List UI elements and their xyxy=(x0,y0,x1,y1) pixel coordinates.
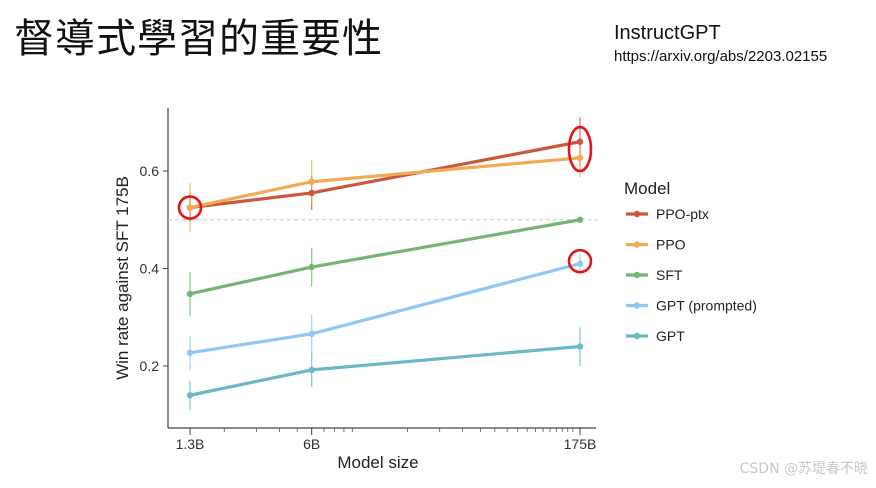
data-point-gpt-prompted xyxy=(186,349,194,357)
legend-label-ppo-ptx: PPO-ptx xyxy=(656,206,709,222)
legend-marker-ppo-ptx xyxy=(633,210,641,218)
reference-block: InstructGPT https://arxiv.org/abs/2203.0… xyxy=(614,20,827,68)
legend-title: Model xyxy=(624,179,670,198)
data-point-gpt xyxy=(308,366,315,374)
series-line-sft xyxy=(189,218,581,296)
highlight-circle xyxy=(567,248,593,274)
data-point-ppo xyxy=(186,204,194,211)
series-points xyxy=(186,138,584,399)
legend-marker-gpt-prompted xyxy=(633,302,641,309)
reference-title: InstructGPT xyxy=(614,22,721,44)
data-point-gpt xyxy=(576,343,584,350)
y-tick-label: 0.2 xyxy=(140,358,160,374)
data-point-ppo-ptx xyxy=(308,189,315,197)
data-point-ppo xyxy=(308,178,315,185)
y-tick-label: 0.6 xyxy=(140,163,160,179)
data-point-sft xyxy=(576,216,584,223)
data-point-gpt xyxy=(186,392,194,399)
data-point-sft xyxy=(308,263,315,271)
series-line-gpt-prompted xyxy=(189,262,581,355)
legend-marker-sft xyxy=(633,271,641,279)
legend-label-gpt: GPT xyxy=(656,328,685,344)
x-axis-label: Model size xyxy=(337,453,418,472)
highlight-circles xyxy=(177,125,593,274)
legend-label-sft: SFT xyxy=(656,267,683,283)
data-point-ppo-ptx xyxy=(576,138,584,145)
legend-label-ppo: PPO xyxy=(656,237,686,253)
highlight-circle xyxy=(177,195,203,220)
series-lines xyxy=(189,140,581,397)
legend-marker-gpt xyxy=(633,332,641,340)
data-point-ppo xyxy=(576,154,584,162)
reference-url[interactable]: https://arxiv.org/abs/2203.02155 xyxy=(614,48,828,65)
data-point-gpt-prompted xyxy=(576,260,584,267)
y-axis-label: Win rate against SFT 175B xyxy=(113,176,132,380)
data-point-sft xyxy=(186,290,194,298)
legend: Model PPO-ptx PPO SFT GPT (prompted) GPT xyxy=(624,179,757,344)
watermark: CSDN @苏堤春不晓 xyxy=(739,461,868,477)
x-tick-label: 1.3B xyxy=(176,436,205,452)
slide-title: 督導式學習的重要性 xyxy=(14,16,383,62)
data-point-gpt-prompted xyxy=(308,330,315,338)
error-bars xyxy=(189,117,581,410)
x-tick-label: 175B xyxy=(564,436,597,452)
highlight-circle xyxy=(567,125,593,173)
chart-axes: 0.2 0.4 0.6 1.3B 6B 175B Model size Win rate ag… xyxy=(113,108,596,472)
y-tick-label: 0.4 xyxy=(140,261,160,277)
series-line-gpt xyxy=(189,344,581,397)
x-tick-label: 6B xyxy=(303,436,320,452)
legend-marker-ppo xyxy=(633,241,641,248)
legend-label-gpt-prompted: GPT (prompted) xyxy=(656,298,757,314)
